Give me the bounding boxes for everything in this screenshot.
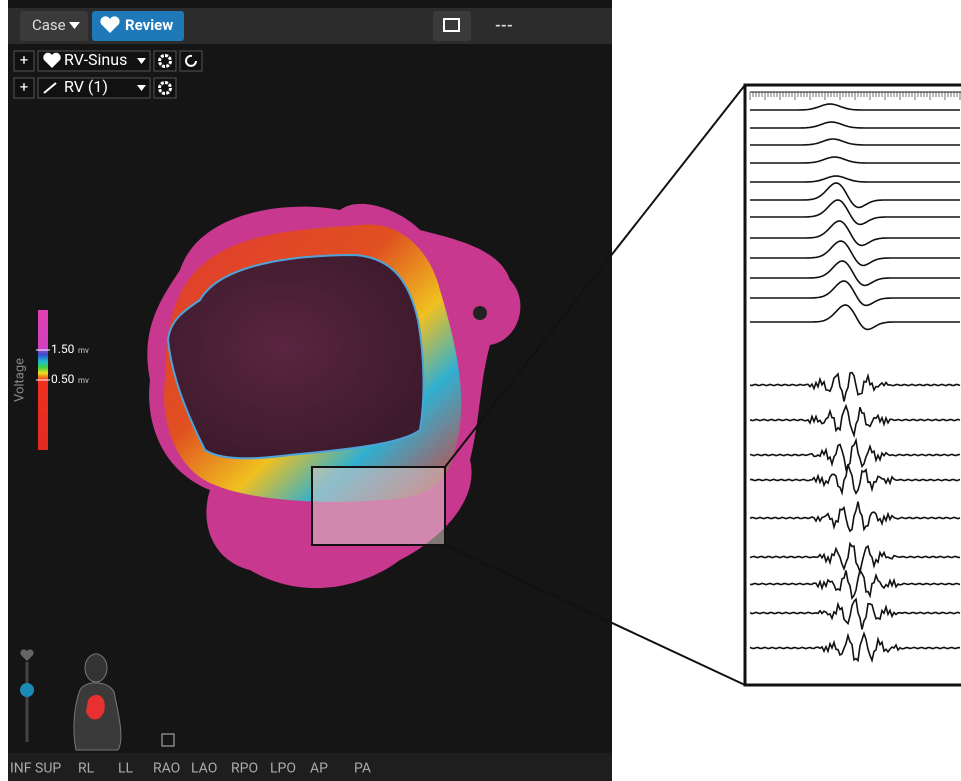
layout-button[interactable]	[433, 11, 471, 41]
view-button[interactable]: LPO	[270, 761, 296, 777]
high-unit: mv	[78, 346, 89, 355]
review-label: Review	[125, 16, 173, 34]
view-button[interactable]: PA	[354, 761, 371, 777]
view-button[interactable]: RPO	[231, 761, 258, 777]
view-button[interactable]: AP	[310, 761, 328, 777]
view-button[interactable]: LL	[118, 761, 134, 777]
map-row-1: + RV-Sinus	[14, 50, 202, 71]
zoom-region	[312, 467, 445, 545]
low-unit: mv	[78, 376, 89, 385]
case-label: Case	[32, 16, 66, 34]
settings-button[interactable]	[154, 78, 176, 98]
view-button[interactable]: INF	[10, 761, 32, 777]
slider-thumb[interactable]	[20, 683, 34, 697]
settings-button[interactable]	[154, 51, 176, 71]
high-threshold: 1.50	[51, 342, 75, 356]
screen: Case Review --- + RV-Sinus + RV (1) V	[0, 0, 961, 781]
plus-icon: +	[20, 51, 29, 69]
low-threshold: 0.50	[51, 372, 75, 386]
catheter-label: RV (1)	[64, 77, 108, 96]
legend-title: Voltage	[12, 358, 27, 402]
status-text: ---	[495, 16, 513, 34]
view-button[interactable]: LAO	[191, 761, 217, 777]
refresh-button[interactable]	[180, 51, 202, 71]
figure-head	[85, 654, 107, 682]
map-marker	[473, 306, 487, 320]
view-button[interactable]: SUP	[35, 761, 61, 777]
page: Case Review --- + RV-Sinus + RV (1) V	[0, 0, 961, 781]
plus-icon: +	[20, 78, 29, 96]
map-label: RV-Sinus	[64, 50, 127, 69]
view-button[interactable]: RL	[78, 761, 95, 777]
view-button[interactable]: RAO	[153, 761, 180, 777]
